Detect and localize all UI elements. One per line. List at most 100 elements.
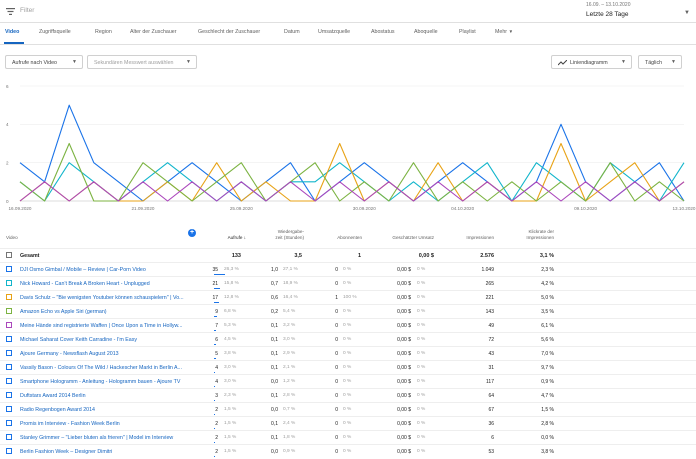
series-line	[19, 104, 685, 202]
revenue-value: 0,00 $	[397, 323, 411, 329]
video-title-link[interactable]: Berlin Fashion Week – Designer Dimitri	[20, 448, 113, 455]
video-title-link[interactable]: Smartphone Hologramm - Anleitung - Holog…	[20, 378, 181, 385]
views-share-bar	[214, 442, 215, 443]
chevron-down-icon: ▼	[72, 59, 77, 65]
row-checkbox[interactable]	[6, 308, 12, 314]
revenue-percent: 0 %	[417, 281, 426, 286]
revenue-value: 0,00 $	[397, 407, 411, 413]
views-share-bar	[214, 358, 216, 359]
y-tick-label: 4	[6, 122, 9, 127]
subscribers-percent: 0 %	[343, 281, 352, 286]
tab-more[interactable]: Mehr ▼	[495, 29, 513, 35]
subscribers-value: 0	[335, 351, 338, 357]
filter-icon[interactable]	[6, 8, 15, 15]
row-checkbox[interactable]	[6, 434, 12, 440]
video-title-link[interactable]: Stanley Grimmer – "Lieber bluten als fri…	[20, 434, 174, 441]
tab-date[interactable]: Datum	[284, 29, 300, 35]
row-checkbox[interactable]	[6, 448, 12, 454]
views-share-bar	[214, 330, 217, 331]
video-title-link[interactable]: Amazon Echo vs Apple Siri (german)	[20, 308, 107, 315]
video-title-link[interactable]: Ajoure Germany - Newsflash August 2013	[20, 350, 119, 357]
revenue-percent: 0 %	[417, 323, 426, 328]
col-ctr[interactable]: Klickrate der Impressionen	[526, 229, 554, 240]
secondary-metric-label: Sekundären Messwert auswählen	[94, 60, 174, 66]
video-title-link[interactable]: Michael Saharat Cover Keith Carradine - …	[20, 336, 138, 343]
table-row: Amazon Echo vs Apple Siri (german) 9 6,8 %…	[0, 304, 696, 318]
row-checkbox[interactable]	[6, 378, 12, 384]
col-subscribers[interactable]: Abonnenten	[337, 235, 362, 240]
tab-playlist[interactable]: Playlist	[459, 29, 476, 35]
impressions-value: 49	[488, 323, 494, 329]
video-title-link[interactable]: Davis Schulz – "Bie wenigsten Youtuber k…	[20, 294, 184, 301]
tab-subscription-source[interactable]: Aboquelle	[414, 29, 438, 35]
col-views[interactable]: Aufrufe ↓	[210, 235, 246, 241]
total-impressions: 2.576	[480, 253, 494, 259]
total-label: Gesamt	[20, 252, 40, 259]
y-tick-label: 2	[6, 160, 9, 165]
subscribers-percent: 0 %	[343, 435, 352, 440]
subscribers-value: 0	[335, 435, 338, 441]
table-row: Stanley Grimmer – "Lieber bluten als fri…	[0, 430, 696, 444]
subscribers-percent: 0 %	[343, 351, 352, 356]
tab-viewer-age[interactable]: Alter der Zuschauer	[130, 29, 177, 35]
video-title-link[interactable]: Duftstars Award 2014 Berlin	[20, 392, 86, 399]
row-checkbox[interactable]	[6, 266, 12, 272]
watch-time-value: 0,1	[271, 393, 278, 399]
select-all-checkbox[interactable]	[6, 252, 12, 258]
row-checkbox[interactable]	[6, 280, 12, 286]
tab-traffic-source[interactable]: Zugriffsquelle	[39, 29, 71, 35]
tab-revenue-source[interactable]: Umsatzquelle	[318, 29, 351, 35]
subscribers-value: 0	[335, 365, 338, 371]
tab-subscription-status[interactable]: Abostatus	[371, 29, 395, 35]
x-tick-label: 30.09.2020	[353, 206, 376, 211]
add-column-icon[interactable]: +	[188, 229, 196, 237]
row-checkbox[interactable]	[6, 336, 12, 342]
video-title-link[interactable]: Nick Howard - Can't Break A Broken Heart…	[20, 280, 150, 287]
x-tick-label: 04.10.2020	[451, 206, 474, 211]
table-header: Video + Aufrufe ↓ Wiedergabe- zeit (Stun…	[0, 226, 696, 248]
video-title-link[interactable]: Vassily Bason - Colours Of The Wild / Ha…	[20, 364, 183, 371]
row-checkbox[interactable]	[6, 364, 12, 370]
row-checkbox[interactable]	[6, 406, 12, 412]
watch-time-value: 0,1	[271, 337, 278, 343]
chevron-down-icon: ▼	[621, 59, 626, 65]
subscribers-value: 0	[335, 421, 338, 427]
chevron-down-icon: ▼	[508, 29, 514, 34]
revenue-percent: 0 %	[417, 435, 426, 440]
watch-time-percent: 0,7 %	[283, 407, 296, 412]
row-checkbox[interactable]	[6, 392, 12, 398]
row-checkbox[interactable]	[6, 420, 12, 426]
tab-region[interactable]: Region	[95, 29, 112, 35]
watch-time-percent: 0,9 %	[283, 449, 296, 454]
date-range-selector[interactable]: 16.09. – 13.10.2020 Letzte 28 Tage ▼	[586, 0, 692, 22]
video-title-link[interactable]: Promis im Interview - Fashion Week Berli…	[20, 420, 120, 427]
subscribers-value: 0	[335, 309, 338, 315]
date-range-dates: 16.09. – 13.10.2020	[586, 2, 631, 8]
video-title-link[interactable]: DJI Osmo Gimbal / Mobile – Review | Car-…	[20, 266, 146, 273]
col-video[interactable]: Video	[6, 235, 18, 240]
row-checkbox[interactable]	[6, 294, 12, 300]
col-watch-time[interactable]: Wiedergabe- zeit (Stunden)	[275, 229, 304, 240]
y-tick-label: 0	[6, 199, 9, 204]
secondary-metric-dropdown[interactable]: Sekundären Messwert auswählen ▼	[87, 55, 197, 69]
col-impressions[interactable]: Impressionen	[466, 235, 494, 240]
revenue-value: 0,00 $	[397, 267, 411, 273]
granularity-dropdown[interactable]: Täglich ▼	[638, 55, 682, 69]
table-row: Promis im Interview - Fashion Week Berli…	[0, 416, 696, 430]
row-checkbox[interactable]	[6, 350, 12, 356]
row-checkbox[interactable]	[6, 322, 12, 328]
col-revenue[interactable]: Geschätzter Umsatz	[392, 235, 434, 240]
filter-input[interactable]: Filter	[20, 7, 35, 14]
metric-dropdown[interactable]: Aufrufe nach Video ▼	[5, 55, 83, 69]
tab-video[interactable]: Video	[5, 29, 20, 35]
ctr-value: 4,2 %	[541, 281, 554, 287]
watch-time-value: 1,0	[271, 267, 278, 273]
video-title-link[interactable]: Radio Regenbogen Award 2014	[20, 406, 96, 413]
views-percent: 5,3 %	[224, 323, 237, 328]
col-views-label: Aufrufe	[227, 235, 243, 240]
video-title-link[interactable]: Meine Hände sind registrierte Waffen | O…	[20, 322, 183, 329]
chart-type-dropdown[interactable]: Liniendiagramm ▼	[551, 55, 632, 69]
ctr-value: 7,0 %	[541, 351, 554, 357]
subscribers-value: 0	[335, 281, 338, 287]
tab-viewer-gender[interactable]: Geschlecht der Zuschauer	[198, 29, 261, 35]
